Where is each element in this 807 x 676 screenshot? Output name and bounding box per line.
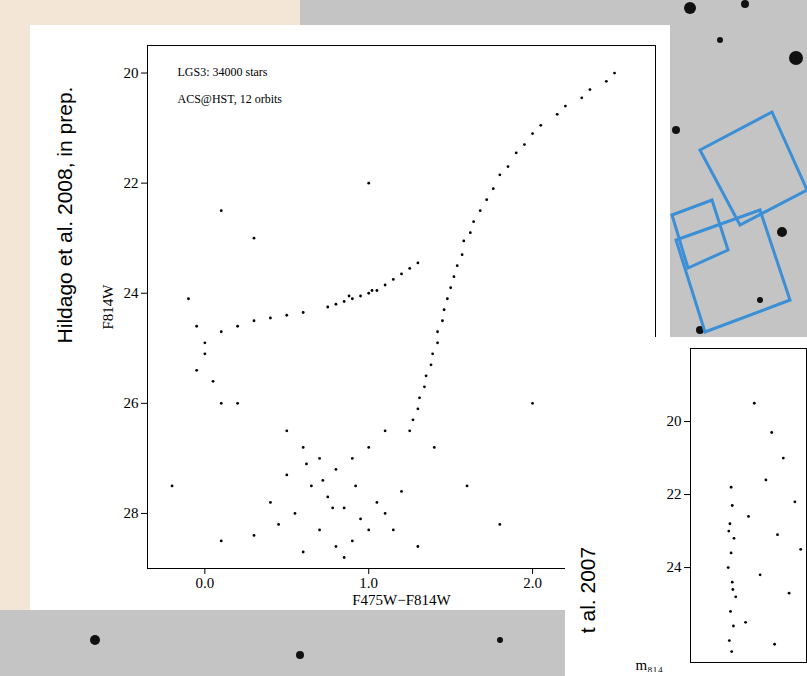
- svg-text:22: 22: [124, 175, 139, 191]
- html-text:Hildago et al. 2008, in prep.: Hildago et al. 2008, in prep.: [53, 86, 76, 344]
- svg-text:22: 22: [667, 486, 682, 502]
- svg-text:26: 26: [124, 395, 140, 411]
- svg-text:20: 20: [124, 65, 139, 81]
- svg-text:24: 24: [667, 559, 683, 575]
- html-text:t al. 2007: t al. 2007: [576, 546, 599, 634]
- svg-text:ACS@HST, 12 orbits: ACS@HST, 12 orbits: [178, 92, 283, 106]
- svg-text:24: 24: [124, 285, 140, 301]
- svg-text:2.0: 2.0: [523, 575, 542, 591]
- svg-text:0.0: 0.0: [195, 575, 214, 591]
- svg-text:20: 20: [667, 413, 682, 429]
- svg-text:28: 28: [124, 505, 139, 521]
- svg-text:LGS3: 34000 stars: LGS3: 34000 stars: [178, 65, 268, 79]
- svg-text:1.0: 1.0: [359, 575, 378, 591]
- svg-text:F475W−F814W: F475W−F814W: [352, 592, 451, 608]
- svg-text:F814W: F814W: [100, 284, 116, 330]
- svg-text:m₈₁₄: m₈₁₄: [636, 657, 663, 673]
